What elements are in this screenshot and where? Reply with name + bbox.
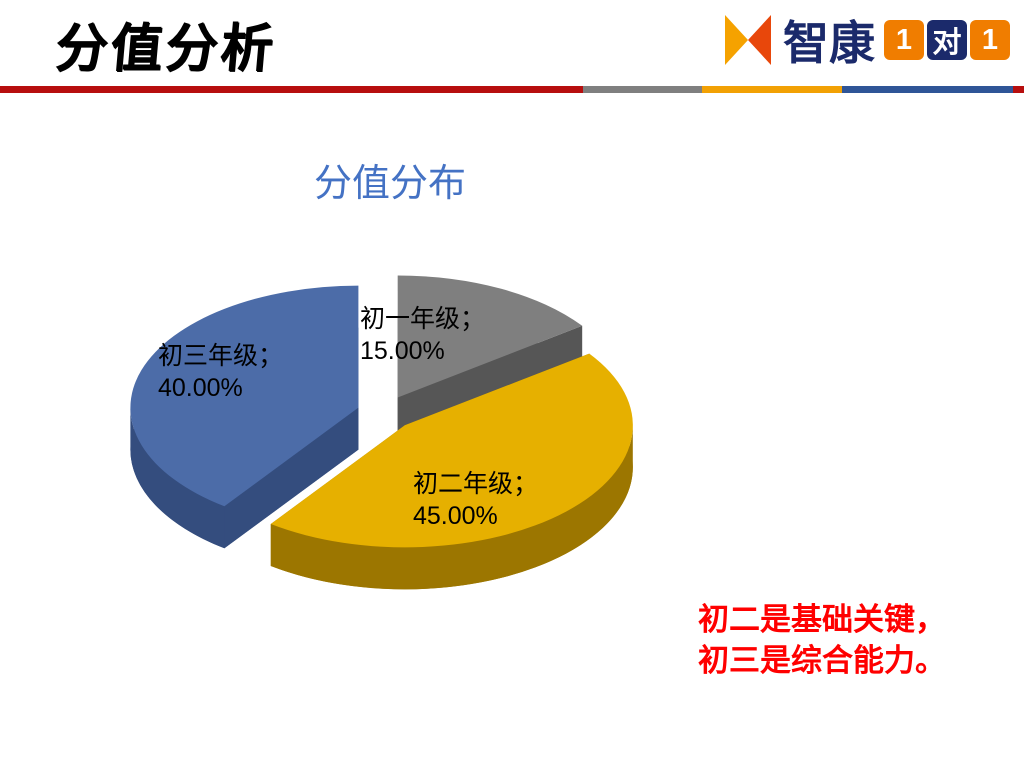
- pie-label-grade8-value: 45.00%: [413, 502, 498, 530]
- divider-segment-orange: [702, 86, 842, 93]
- brand-suffix-dui: 对: [927, 20, 967, 60]
- brand-logo: 智康 1 对 1: [721, 10, 1010, 70]
- brand-name: 智康: [783, 17, 875, 69]
- note-text: 初二是基础关键， 初三是综合能力。: [698, 600, 946, 682]
- note-line-2: 初三是综合能力。: [698, 642, 946, 678]
- pie-label-grade9-value: 40.00%: [158, 374, 243, 402]
- pie-label-grade8-name: 初二年级；: [413, 470, 539, 498]
- pie-label-grade9-name: 初三年级；: [158, 342, 284, 370]
- divider-line: [0, 86, 1024, 93]
- divider-segment-gray: [583, 86, 702, 93]
- brand-suffix-2: 1: [970, 20, 1010, 60]
- pie-label-grade7-name: 初一年级；: [360, 305, 486, 333]
- chart-title: 分值分布: [313, 163, 466, 205]
- brand-logo-icon: [725, 15, 771, 65]
- pie-label-grade7-value: 15.00%: [360, 337, 445, 365]
- pie-label-grade8: 初二年级； 45.00%: [413, 468, 538, 532]
- pie-label-grade7: 初一年级； 15.00%: [360, 303, 485, 367]
- brand-suffix-1: 1: [884, 20, 924, 60]
- note-line-1: 初二是基础关键，: [698, 602, 946, 637]
- divider-segment-blue: [842, 86, 1013, 93]
- pie-label-grade9: 初三年级； 40.00%: [158, 340, 283, 404]
